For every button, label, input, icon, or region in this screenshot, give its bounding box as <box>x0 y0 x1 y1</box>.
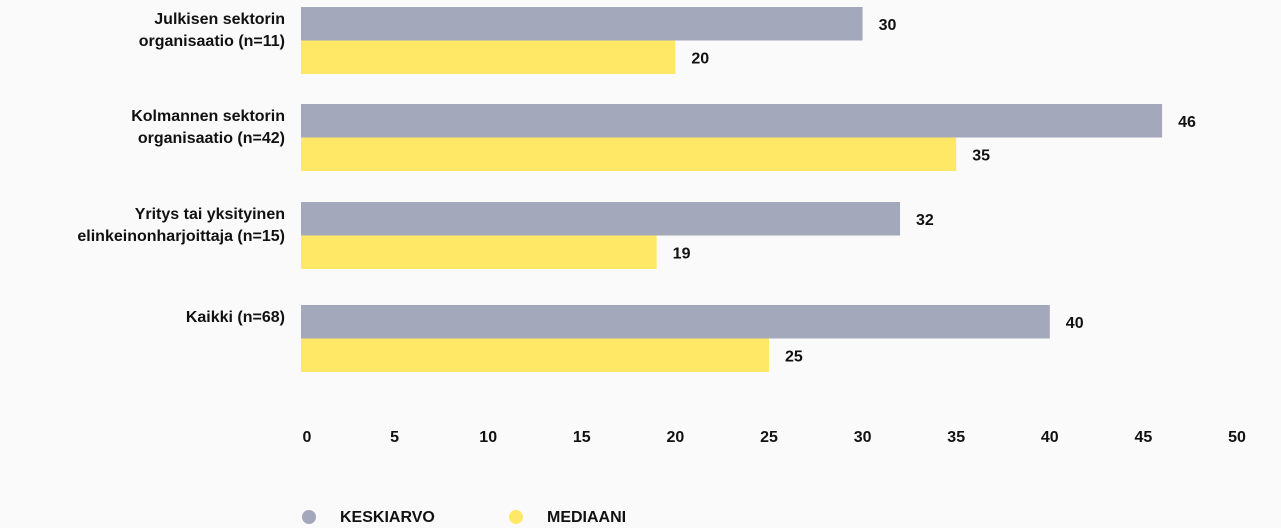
bar <box>301 40 676 74</box>
value-label: 46 <box>1178 114 1196 131</box>
bar <box>301 104 1163 138</box>
value-label: 30 <box>879 17 897 34</box>
value-label: 35 <box>972 147 990 164</box>
legend-marker <box>509 510 523 524</box>
x-tick-label: 5 <box>390 429 399 446</box>
x-tick-label: 30 <box>854 429 872 446</box>
x-tick-label: 50 <box>1228 429 1246 446</box>
value-label: 25 <box>785 348 803 365</box>
bar <box>301 202 901 236</box>
value-label: 40 <box>1066 315 1084 332</box>
category-label: Julkisen sektorin organisaatio (n=11) <box>138 11 285 50</box>
legend-label: KESKIARVO <box>340 509 435 526</box>
x-tick-label: 25 <box>760 429 778 446</box>
x-tick-label: 35 <box>947 429 965 446</box>
bar <box>301 305 1050 339</box>
value-label: 20 <box>691 50 709 67</box>
value-label: 32 <box>916 212 934 229</box>
x-tick-label: 15 <box>573 429 591 446</box>
x-tick-label: 45 <box>1135 429 1153 446</box>
category-label: Yritys tai yksityinen elinkeinonharjoitt… <box>77 206 285 245</box>
value-label: 19 <box>673 245 691 262</box>
bar <box>301 137 957 171</box>
x-tick-label: 40 <box>1041 429 1059 446</box>
bar <box>301 235 657 269</box>
category-label: Kaikki (n=68) <box>185 309 285 326</box>
legend-label: MEDIAANI <box>547 509 626 526</box>
bar <box>301 338 769 372</box>
x-tick-label: 0 <box>303 429 312 446</box>
legend-marker <box>302 510 316 524</box>
x-tick-label: 10 <box>479 429 497 446</box>
x-tick-label: 20 <box>667 429 685 446</box>
category-label: Kolmannen sektorin organisaatio (n=42) <box>131 108 285 147</box>
bar <box>301 7 863 41</box>
